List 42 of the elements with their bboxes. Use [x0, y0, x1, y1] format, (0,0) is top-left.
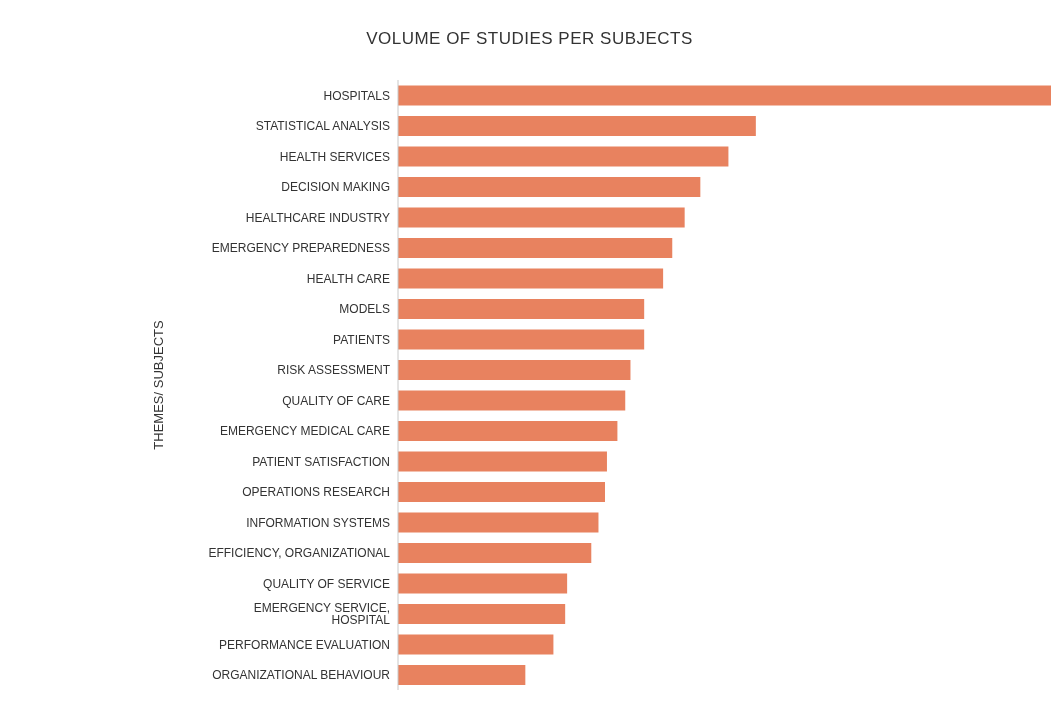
bar — [398, 481, 605, 502]
bar — [398, 420, 618, 441]
y-tick-label: QUALITY OF CARE — [282, 393, 390, 408]
y-tick-label: EMERGENCY SERVICE, HOSPITAL — [253, 601, 391, 628]
y-tick-label: HOSPITALS — [323, 88, 390, 103]
y-tick-label: EMERGENCY MEDICAL CARE — [219, 424, 390, 439]
y-tick-label: HEALTH SERVICES — [279, 149, 390, 164]
bar — [398, 298, 645, 319]
y-tick-label: EFFICIENCY, ORGANIZATIONAL — [208, 546, 391, 561]
bar — [398, 573, 568, 594]
y-tick-label: RISK ASSESSMENT — [277, 363, 391, 378]
y-tick-label: PATIENTS — [333, 332, 390, 347]
bar — [398, 603, 566, 624]
y-tick-label: DECISION MAKING — [281, 180, 390, 195]
bar — [398, 359, 631, 380]
y-tick-label: ORGANIZATIONAL BEHAVIOUR — [212, 668, 391, 683]
bar — [398, 268, 664, 289]
y-tick-label: HEALTHCARE INDUSTRY — [245, 210, 390, 225]
bar — [398, 115, 756, 136]
bar — [398, 451, 607, 472]
bar — [398, 390, 626, 411]
bar — [398, 207, 685, 228]
bar — [398, 85, 1051, 106]
bar — [398, 237, 673, 258]
bar — [398, 176, 701, 197]
bar — [398, 146, 729, 167]
y-tick-label: STATISTICAL ANALYSIS — [255, 119, 390, 134]
bar — [398, 329, 645, 350]
y-tick-label: INFORMATION SYSTEMS — [246, 515, 390, 530]
y-tick-label: OPERATIONS RESEARCH — [242, 485, 390, 500]
y-tick-label: EMERGENCY PREPAREDNESS — [211, 241, 390, 256]
y-tick-label: MODELS — [339, 302, 390, 317]
bar — [398, 664, 526, 685]
y-tick-label: HEALTH CARE — [306, 271, 390, 286]
y-tick-label: QUALITY OF SERVICE — [263, 576, 390, 591]
y-tick-label: PERFORMANCE EVALUATION — [219, 637, 390, 652]
bar — [398, 542, 592, 563]
y-tick-label: PATIENT SATISFACTION — [252, 454, 390, 469]
y-axis-title: THEMES/ SUBJECTS — [150, 320, 166, 450]
bar — [398, 512, 599, 533]
chart-title: VOLUME OF STUDIES PER SUBJECTS — [365, 28, 694, 50]
bar — [398, 634, 554, 655]
